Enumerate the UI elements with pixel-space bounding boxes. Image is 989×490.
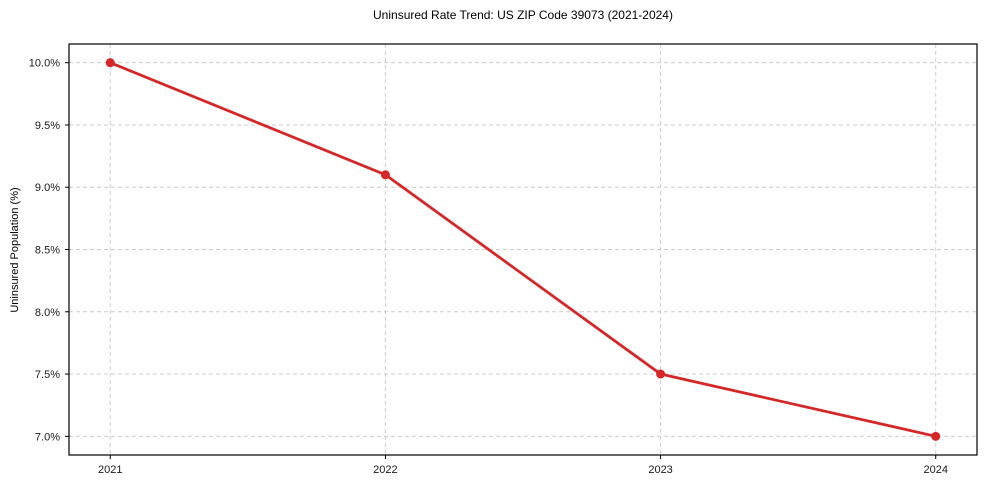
trend-line — [108, 61, 938, 438]
x-tick-label: 2023 — [648, 464, 672, 476]
x-tick-label: 2021 — [98, 464, 122, 476]
data-point-marker — [931, 431, 941, 441]
y-tick-label: 7.0% — [35, 431, 60, 443]
y-tick-label: 9.0% — [35, 182, 60, 194]
chart-title: Uninsured Rate Trend: US ZIP Code 39073 … — [373, 8, 673, 22]
data-point-marker — [656, 369, 666, 379]
y-tick-label: 9.5% — [35, 120, 60, 132]
y-tick-label: 8.5% — [35, 245, 60, 257]
x-tick-label: 2022 — [373, 464, 397, 476]
y-tick-label: 8.0% — [35, 307, 60, 319]
y-tick-label: 10.0% — [29, 58, 60, 70]
data-point-marker — [105, 58, 115, 68]
y-tick-label: 7.5% — [35, 369, 60, 381]
data-point-marker — [380, 170, 390, 180]
x-tick-label: 2024 — [923, 464, 947, 476]
